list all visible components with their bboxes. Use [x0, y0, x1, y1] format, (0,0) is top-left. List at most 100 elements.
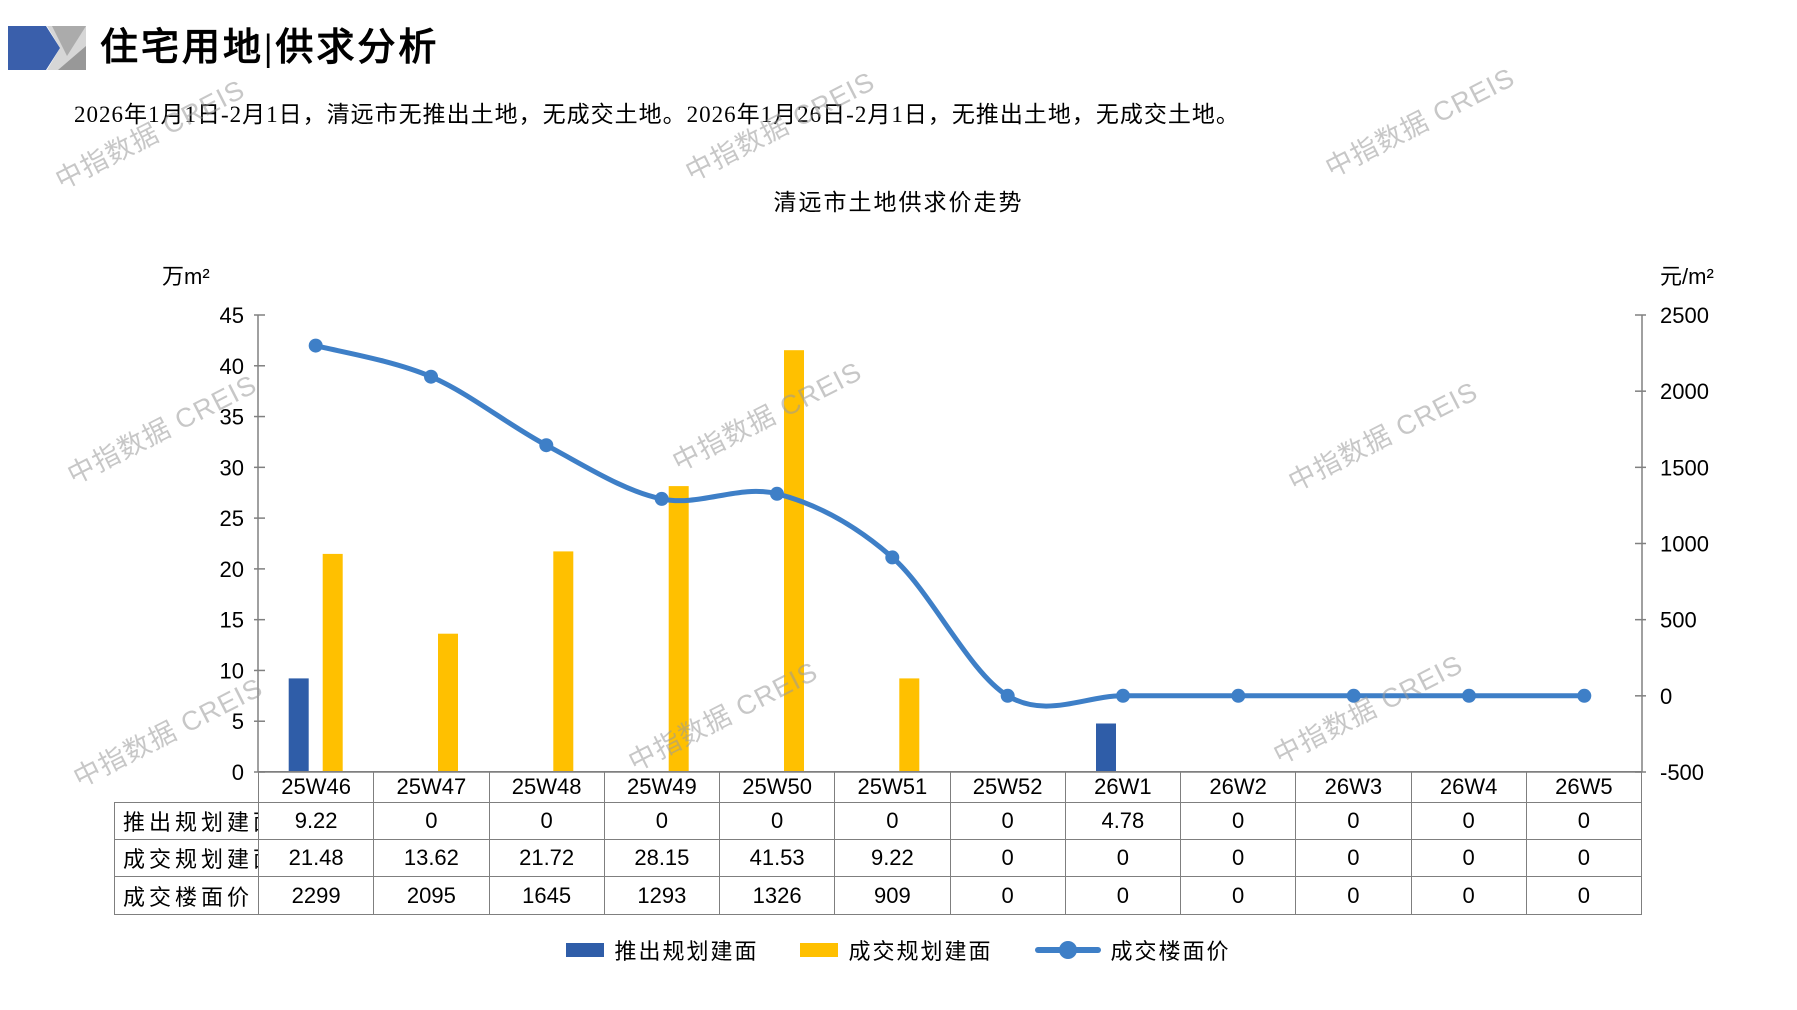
table-cell-成交楼面价-25W46: 2299 [257, 876, 375, 915]
bar-成交规划建面-25W47 [438, 633, 458, 772]
price-line-marker-25W52 [1000, 688, 1015, 703]
table-cell-成交楼面价-25W48: 1645 [488, 876, 605, 915]
table-row-label-推出规划建面: 推出规划建面 [114, 802, 259, 840]
left-axis-unit: 万m² [162, 264, 210, 289]
legend-label: 成交楼面价 [1110, 939, 1231, 964]
price-line-marker-26W4 [1462, 688, 1476, 703]
right-axis-tick-label: -500 [1660, 760, 1704, 785]
table-cell-推出规划建面-25W52: 0 [949, 802, 1066, 840]
table-cell-推出规划建面-26W1: 4.78 [1064, 802, 1182, 840]
price-line-marker-25W47 [424, 369, 438, 384]
bar-成交规划建面-25W50 [784, 350, 804, 772]
bar-成交规划建面-25W46 [322, 553, 343, 772]
table-cell-成交规划建面-25W50: 41.53 [718, 839, 836, 877]
table-cell-推出规划建面-26W3: 0 [1295, 802, 1412, 840]
creis-logo-icon [8, 26, 86, 70]
table-cell-成交楼面价-25W52: 0 [949, 876, 1066, 915]
chart-title: 清远市土地供求价走势 [773, 190, 1024, 215]
left-axis-tick-label: 5 [232, 709, 244, 734]
table-col-header-25W49: 25W49 [603, 771, 721, 803]
left-axis-tick-label: 10 [220, 658, 244, 683]
table-col-header-25W46: 25W46 [257, 771, 375, 803]
table-cell-成交楼面价-26W5: 0 [1525, 876, 1643, 915]
legend-swatch-icon [800, 943, 839, 957]
table-cell-成交楼面价-26W2: 0 [1179, 876, 1297, 915]
table-cell-成交规划建面-26W2: 0 [1179, 839, 1297, 877]
table-cell-成交规划建面-25W48: 21.72 [488, 839, 605, 877]
price-line [313, 343, 1587, 709]
right-axis-tick-label: 1000 [1660, 532, 1709, 557]
table-cell-推出规划建面-25W50: 0 [718, 802, 836, 840]
legend-label: 成交规划建面 [848, 939, 993, 964]
left-axis-tick-label: 40 [220, 354, 244, 379]
table-col-header-26W3: 26W3 [1295, 771, 1412, 803]
table-cell-成交楼面价-26W4: 0 [1410, 876, 1527, 915]
right-axis-unit: 元/m² [1660, 264, 1714, 289]
bar-成交规划建面-25W48 [553, 551, 574, 772]
chart-legend: 推出规划建面 成交规划建面 成交楼面价 [0, 934, 1797, 966]
logo-dark-gray-shape [58, 46, 86, 70]
table-col-header-26W4: 26W4 [1410, 771, 1527, 803]
price-line-marker-25W48 [539, 438, 554, 453]
right-axis-tick-label: 2500 [1660, 303, 1709, 328]
legend-swatch-icon [566, 943, 605, 957]
page-title: 住宅用地|供求分析 [100, 27, 440, 69]
table-cell-推出规划建面-25W49: 0 [603, 802, 721, 840]
table-cell-成交楼面价-25W51: 909 [834, 876, 951, 915]
price-line-marker-25W49 [654, 491, 669, 506]
table-col-header-25W47: 25W47 [373, 771, 490, 803]
left-axis-tick-label: 20 [220, 557, 244, 582]
table-col-header-25W50: 25W50 [718, 771, 836, 803]
table-cell-成交规划建面-25W52: 0 [949, 839, 1066, 877]
table-cell-成交楼面价-26W3: 0 [1295, 876, 1412, 915]
table-cell-成交规划建面-25W49: 28.15 [603, 839, 721, 877]
table-col-header-25W52: 25W52 [949, 771, 1066, 803]
table-cell-推出规划建面-26W4: 0 [1410, 802, 1527, 840]
bar-推出规划建面-26W1 [1096, 723, 1116, 772]
bar-成交规划建面-25W51 [899, 678, 920, 772]
table-cell-推出规划建面-25W47: 0 [373, 802, 490, 840]
logo-mid-gray-shape [52, 26, 86, 56]
right-axis-tick-label: 0 [1660, 684, 1672, 709]
table-col-header-26W2: 26W2 [1179, 771, 1297, 803]
left-axis-tick-label: 35 [220, 405, 244, 430]
table-cell-推出规划建面-25W46: 9.22 [257, 802, 375, 840]
price-line-marker-26W2 [1231, 688, 1246, 703]
legend-item-推出规划建面: 推出规划建面 [566, 934, 758, 966]
table-cell-成交楼面价-25W47: 2095 [373, 876, 490, 915]
legend-item-成交规划建面: 成交规划建面 [800, 934, 992, 966]
price-line-marker-26W1 [1116, 688, 1130, 703]
left-axis-tick-label: 25 [220, 506, 244, 531]
left-axis-tick-label: 30 [220, 455, 244, 480]
legend-line-marker-icon [1034, 940, 1101, 960]
table-cell-成交规划建面-26W5: 0 [1525, 839, 1643, 877]
summary-text: 2026年1月1日-2月1日，清远市无推出土地，无成交土地。2026年1月26日… [74, 102, 1240, 127]
table-cell-成交规划建面-25W51: 9.22 [834, 839, 951, 877]
table-cell-成交规划建面-26W4: 0 [1410, 839, 1527, 877]
price-line-marker-25W51 [885, 550, 900, 565]
bar-推出规划建面-25W46 [288, 678, 309, 772]
table-row-label-成交规划建面: 成交规划建面 [114, 839, 259, 877]
table-corner-blank [115, 772, 259, 803]
table-cell-成交规划建面-25W46: 21.48 [257, 839, 375, 877]
table-cell-成交规划建面-26W3: 0 [1295, 839, 1412, 877]
legend-item-成交楼面价: 成交楼面价 [1034, 934, 1231, 966]
table-cell-推出规划建面-25W48: 0 [488, 802, 605, 840]
table-cell-成交楼面价-25W50: 1326 [718, 876, 836, 915]
bar-成交规划建面-25W49 [668, 486, 689, 772]
price-line-marker-25W50 [770, 486, 784, 501]
left-axis-tick-label: 45 [220, 303, 244, 328]
legend-label: 推出规划建面 [614, 939, 759, 964]
table-cell-成交楼面价-25W49: 1293 [603, 876, 721, 915]
right-axis-tick-label: 1500 [1660, 455, 1709, 480]
logo-blue-shape [8, 26, 60, 70]
table-col-header-25W48: 25W48 [488, 771, 605, 803]
left-axis-tick-label: 15 [220, 608, 244, 633]
price-line-marker-26W3 [1346, 688, 1361, 703]
right-axis-tick-label: 2000 [1660, 379, 1709, 404]
right-axis-tick-label: 500 [1660, 608, 1697, 633]
data-table: 25W46 25W47 25W48 25W49 25W50 25W51 25W52 26W1 2… [114, 771, 1643, 915]
price-line-marker-26W5 [1577, 688, 1592, 703]
table-col-header-25W51: 25W51 [834, 771, 951, 803]
table-cell-推出规划建面-26W2: 0 [1179, 802, 1297, 840]
